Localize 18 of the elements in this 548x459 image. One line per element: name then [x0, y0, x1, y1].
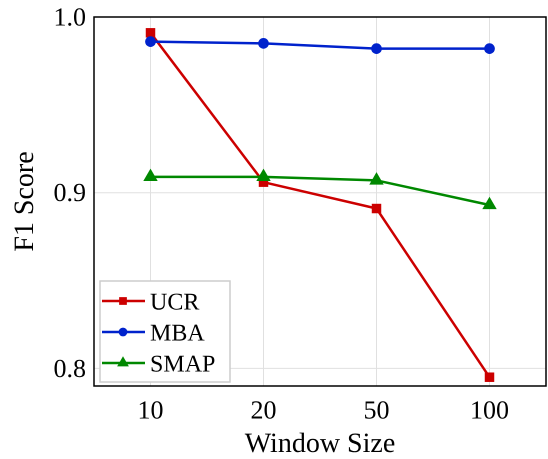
point	[372, 204, 382, 214]
x-tick-label: 50	[364, 395, 390, 424]
x-tick-label: 20	[250, 395, 276, 424]
point	[484, 372, 494, 382]
point	[371, 43, 382, 54]
legend-label: SMAP	[150, 351, 216, 378]
x-axis-title: Window Size	[244, 428, 396, 459]
legend-label: MBA	[150, 320, 206, 346]
y-tick-label: 0.9	[54, 178, 86, 208]
y-tick-label: 0.8	[54, 354, 86, 383]
y-axis-title: F1 Score	[9, 151, 40, 252]
point	[258, 38, 269, 49]
point	[484, 43, 495, 54]
point	[145, 36, 156, 47]
x-tick-label: 10	[138, 395, 164, 424]
y-tick-label: 1.0	[54, 2, 86, 32]
x-tick-label: 100	[470, 395, 509, 424]
legend-label: UCR	[150, 289, 200, 316]
